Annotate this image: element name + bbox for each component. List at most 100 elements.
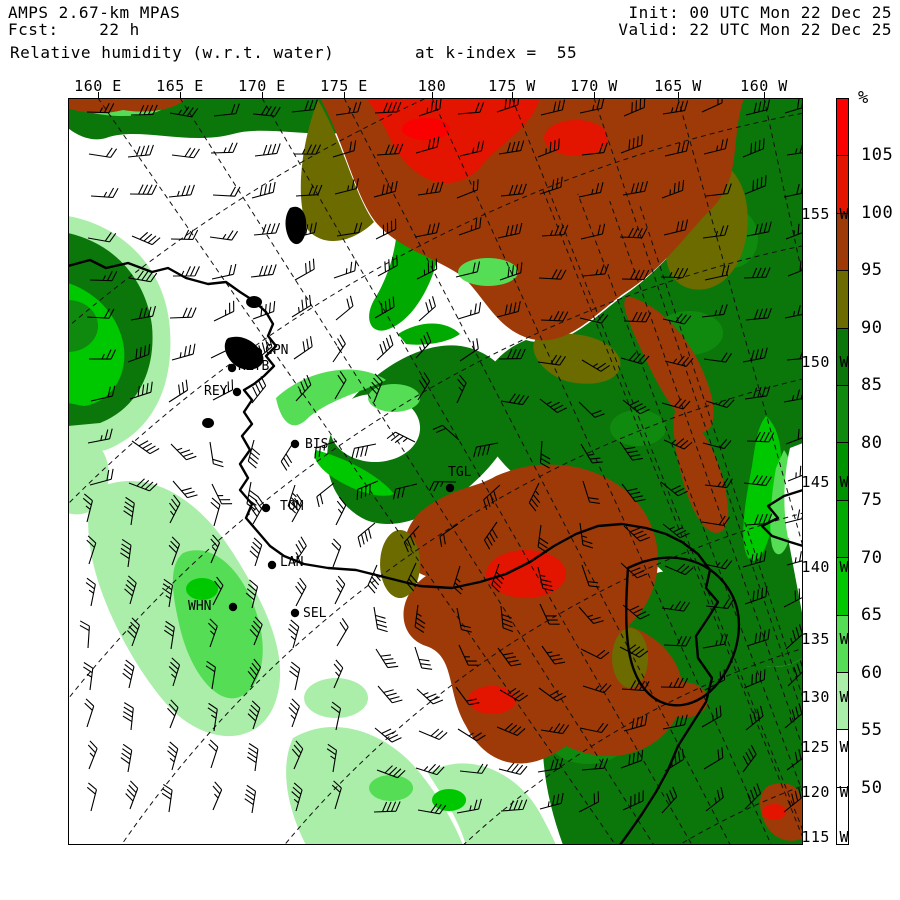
wind-barb — [496, 301, 521, 318]
colorbar-segment — [837, 99, 848, 156]
station-dot — [227, 363, 237, 373]
wind-barb — [292, 222, 317, 239]
wind-barb — [620, 134, 643, 154]
wind-barb — [375, 218, 397, 240]
wind-barb — [456, 374, 467, 404]
wind-barb — [120, 743, 133, 773]
wind-barb — [245, 579, 259, 609]
meridian-line — [97, 98, 617, 845]
wind-barb — [459, 763, 488, 774]
meridian-line — [639, 204, 803, 699]
wind-barb — [87, 232, 117, 243]
wind-barb — [496, 722, 526, 736]
wind-barb — [169, 307, 197, 319]
wind-barb — [701, 515, 731, 526]
wind-barb — [660, 267, 689, 279]
wind-barb — [288, 619, 300, 649]
wind-barb — [161, 783, 173, 813]
wind-barb — [662, 100, 689, 115]
wind-barb — [787, 257, 803, 277]
map-plot-area: CPN HZTB REY BIS TGL TOM LAN WHN SEL — [68, 98, 803, 845]
humidity-colorbar — [836, 98, 849, 845]
station-label: TOM — [280, 499, 304, 514]
axis-tick — [262, 92, 263, 98]
wind-barb — [171, 343, 196, 361]
wind-barb — [784, 507, 803, 524]
colorbar-tick-label: 70 — [861, 548, 883, 568]
humidity-blob — [624, 296, 714, 433]
humidity-blob — [304, 678, 369, 718]
colorbar-segment — [837, 384, 848, 443]
colorbar-tick-label: 85 — [861, 375, 883, 395]
wind-barb — [125, 780, 139, 810]
wind-barb — [539, 440, 551, 469]
wind-barb — [455, 686, 480, 706]
station-dot — [232, 387, 242, 397]
wind-barb — [84, 698, 95, 728]
station-dot — [253, 347, 263, 357]
wind-barb — [457, 728, 486, 742]
axis-tick — [344, 92, 345, 98]
wind-barb — [662, 714, 688, 730]
wind-barb — [334, 575, 346, 605]
humidity-blob — [486, 550, 567, 598]
wind-barb — [582, 263, 610, 277]
wind-barb — [251, 376, 267, 404]
wind-barb — [703, 138, 729, 155]
wind-barb — [701, 705, 722, 728]
wind-barb — [83, 662, 94, 691]
wind-barb — [406, 562, 418, 592]
wind-barb — [90, 385, 116, 402]
wind-barb — [170, 229, 199, 240]
meridian-line — [593, 98, 803, 717]
wind-barb — [578, 791, 600, 813]
wind-barb — [88, 147, 118, 158]
wind-barb — [579, 313, 609, 324]
wind-barb — [293, 144, 322, 155]
wind-barb — [537, 138, 560, 158]
colorbar-tick-label: 90 — [861, 318, 883, 338]
station-dot — [445, 483, 455, 493]
station-dot — [290, 439, 300, 449]
axis-label-right-longitude: 140 W — [801, 558, 849, 576]
wind-barb — [579, 98, 605, 114]
station-label: REY — [204, 384, 228, 399]
wind-barb — [785, 425, 803, 445]
wind-barb — [210, 497, 221, 527]
wind-barb — [374, 296, 395, 319]
model-title: AMPS 2.67-km MPAS — [8, 3, 181, 22]
wind-barb — [254, 336, 273, 362]
axis-label-right-longitude: 135 W — [801, 630, 849, 648]
axis-label-right-longitude: 115 W — [801, 828, 849, 846]
wind-barb — [293, 336, 313, 360]
wind-barb — [622, 604, 650, 620]
wind-barb — [252, 105, 281, 117]
station-label: WHN — [188, 599, 211, 614]
wind-barb — [79, 620, 90, 649]
wind-barb — [373, 180, 398, 198]
wind-barb — [785, 624, 803, 650]
wind-barb — [291, 493, 304, 523]
wind-barb — [351, 443, 377, 459]
wind-barb — [168, 536, 181, 566]
colorbar-segment — [837, 786, 848, 845]
wind-barb — [786, 548, 803, 566]
wind-barb — [89, 270, 118, 282]
wind-barb — [432, 424, 460, 441]
humidity-blob — [432, 789, 467, 811]
colorbar-segment — [837, 327, 848, 385]
wind-barb — [455, 261, 481, 278]
wind-barb — [622, 790, 644, 811]
wind-barb — [392, 483, 418, 500]
wind-barb — [211, 483, 233, 505]
wind-barb — [386, 431, 416, 444]
wind-barb — [373, 801, 401, 813]
colorbar-segment — [837, 155, 848, 213]
wind-barb — [541, 645, 566, 665]
wind-barb — [415, 136, 440, 154]
humidity-blob — [656, 682, 709, 719]
wind-barb — [663, 635, 692, 647]
wind-barb — [295, 184, 323, 197]
wind-barb — [250, 264, 277, 278]
wind-barb — [122, 702, 134, 731]
